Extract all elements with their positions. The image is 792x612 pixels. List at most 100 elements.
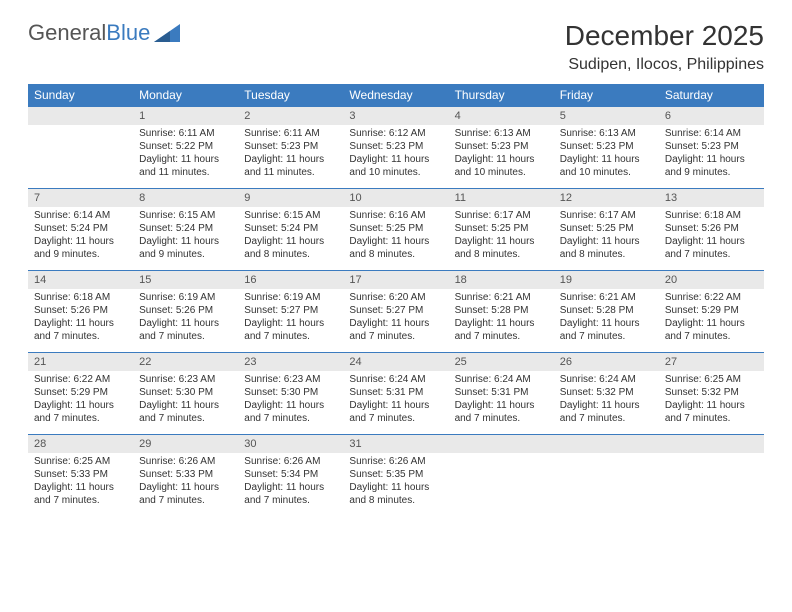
calendar-day-cell xyxy=(659,434,764,516)
sunset-text: Sunset: 5:26 PM xyxy=(34,304,127,317)
day-info: Sunrise: 6:16 AMSunset: 5:25 PMDaylight:… xyxy=(343,207,448,267)
day-number: 20 xyxy=(659,270,764,289)
weekday-header: Saturday xyxy=(659,84,764,106)
day-number: 17 xyxy=(343,270,448,289)
sunrise-text: Sunrise: 6:15 AM xyxy=(244,209,337,222)
sunset-text: Sunset: 5:30 PM xyxy=(244,386,337,399)
daylight-text: Daylight: 11 hours and 8 minutes. xyxy=(560,235,653,261)
weekday-header: Tuesday xyxy=(238,84,343,106)
sunset-text: Sunset: 5:33 PM xyxy=(34,468,127,481)
calendar-day-cell: 9Sunrise: 6:15 AMSunset: 5:24 PMDaylight… xyxy=(238,188,343,270)
day-number: 19 xyxy=(554,270,659,289)
day-number: 6 xyxy=(659,106,764,125)
sunrise-text: Sunrise: 6:23 AM xyxy=(244,373,337,386)
daylight-text: Daylight: 11 hours and 9 minutes. xyxy=(139,235,232,261)
day-info: Sunrise: 6:24 AMSunset: 5:31 PMDaylight:… xyxy=(343,371,448,431)
calendar-day-cell: 6Sunrise: 6:14 AMSunset: 5:23 PMDaylight… xyxy=(659,106,764,188)
daylight-text: Daylight: 11 hours and 7 minutes. xyxy=(455,399,548,425)
calendar-day-cell: 26Sunrise: 6:24 AMSunset: 5:32 PMDayligh… xyxy=(554,352,659,434)
day-number: 28 xyxy=(28,434,133,453)
sunrise-text: Sunrise: 6:26 AM xyxy=(244,455,337,468)
day-info: Sunrise: 6:14 AMSunset: 5:23 PMDaylight:… xyxy=(659,125,764,185)
daylight-text: Daylight: 11 hours and 10 minutes. xyxy=(349,153,442,179)
sunrise-text: Sunrise: 6:21 AM xyxy=(560,291,653,304)
sunset-text: Sunset: 5:26 PM xyxy=(665,222,758,235)
sunrise-text: Sunrise: 6:24 AM xyxy=(560,373,653,386)
sunrise-text: Sunrise: 6:24 AM xyxy=(455,373,548,386)
day-number: 11 xyxy=(449,188,554,207)
daylight-text: Daylight: 11 hours and 7 minutes. xyxy=(139,317,232,343)
daylight-text: Daylight: 11 hours and 10 minutes. xyxy=(455,153,548,179)
day-number: 31 xyxy=(343,434,448,453)
sunset-text: Sunset: 5:23 PM xyxy=(349,140,442,153)
sunset-text: Sunset: 5:28 PM xyxy=(455,304,548,317)
weekday-header: Sunday xyxy=(28,84,133,106)
calendar-day-cell: 22Sunrise: 6:23 AMSunset: 5:30 PMDayligh… xyxy=(133,352,238,434)
location: Sudipen, Ilocos, Philippines xyxy=(565,56,764,74)
day-info: Sunrise: 6:26 AMSunset: 5:34 PMDaylight:… xyxy=(238,453,343,513)
daylight-text: Daylight: 11 hours and 7 minutes. xyxy=(244,317,337,343)
logo-text-general: General xyxy=(28,20,106,46)
calendar-day-cell: 7Sunrise: 6:14 AMSunset: 5:24 PMDaylight… xyxy=(28,188,133,270)
sunrise-text: Sunrise: 6:25 AM xyxy=(665,373,758,386)
daylight-text: Daylight: 11 hours and 7 minutes. xyxy=(34,317,127,343)
day-number: 27 xyxy=(659,352,764,371)
calendar-day-cell: 15Sunrise: 6:19 AMSunset: 5:26 PMDayligh… xyxy=(133,270,238,352)
day-info: Sunrise: 6:19 AMSunset: 5:26 PMDaylight:… xyxy=(133,289,238,349)
day-info: Sunrise: 6:15 AMSunset: 5:24 PMDaylight:… xyxy=(133,207,238,267)
calendar-day-cell: 30Sunrise: 6:26 AMSunset: 5:34 PMDayligh… xyxy=(238,434,343,516)
day-number: 16 xyxy=(238,270,343,289)
daylight-text: Daylight: 11 hours and 9 minutes. xyxy=(665,153,758,179)
day-info: Sunrise: 6:12 AMSunset: 5:23 PMDaylight:… xyxy=(343,125,448,185)
day-info: Sunrise: 6:15 AMSunset: 5:24 PMDaylight:… xyxy=(238,207,343,267)
daylight-text: Daylight: 11 hours and 7 minutes. xyxy=(349,399,442,425)
day-number xyxy=(449,434,554,453)
sunset-text: Sunset: 5:23 PM xyxy=(244,140,337,153)
daylight-text: Daylight: 11 hours and 9 minutes. xyxy=(34,235,127,261)
day-info: Sunrise: 6:22 AMSunset: 5:29 PMDaylight:… xyxy=(28,371,133,431)
sunset-text: Sunset: 5:35 PM xyxy=(349,468,442,481)
day-number: 2 xyxy=(238,106,343,125)
daylight-text: Daylight: 11 hours and 8 minutes. xyxy=(455,235,548,261)
calendar-day-cell: 17Sunrise: 6:20 AMSunset: 5:27 PMDayligh… xyxy=(343,270,448,352)
sunset-text: Sunset: 5:29 PM xyxy=(34,386,127,399)
calendar-day-cell: 8Sunrise: 6:15 AMSunset: 5:24 PMDaylight… xyxy=(133,188,238,270)
sunrise-text: Sunrise: 6:19 AM xyxy=(244,291,337,304)
sunset-text: Sunset: 5:26 PM xyxy=(139,304,232,317)
sunrise-text: Sunrise: 6:17 AM xyxy=(560,209,653,222)
sunrise-text: Sunrise: 6:11 AM xyxy=(139,127,232,140)
calendar-week-row: 1Sunrise: 6:11 AMSunset: 5:22 PMDaylight… xyxy=(28,106,764,188)
day-info: Sunrise: 6:24 AMSunset: 5:31 PMDaylight:… xyxy=(449,371,554,431)
sunset-text: Sunset: 5:23 PM xyxy=(455,140,548,153)
day-info: Sunrise: 6:13 AMSunset: 5:23 PMDaylight:… xyxy=(554,125,659,185)
daylight-text: Daylight: 11 hours and 7 minutes. xyxy=(139,399,232,425)
daylight-text: Daylight: 11 hours and 7 minutes. xyxy=(560,399,653,425)
calendar-day-cell: 23Sunrise: 6:23 AMSunset: 5:30 PMDayligh… xyxy=(238,352,343,434)
daylight-text: Daylight: 11 hours and 7 minutes. xyxy=(560,317,653,343)
calendar-day-cell: 4Sunrise: 6:13 AMSunset: 5:23 PMDaylight… xyxy=(449,106,554,188)
day-number: 8 xyxy=(133,188,238,207)
logo-triangle-icon xyxy=(154,24,180,42)
weekday-header-row: Sunday Monday Tuesday Wednesday Thursday… xyxy=(28,84,764,106)
day-number: 29 xyxy=(133,434,238,453)
day-number: 7 xyxy=(28,188,133,207)
day-number: 1 xyxy=(133,106,238,125)
sunset-text: Sunset: 5:32 PM xyxy=(665,386,758,399)
day-info: Sunrise: 6:23 AMSunset: 5:30 PMDaylight:… xyxy=(238,371,343,431)
daylight-text: Daylight: 11 hours and 7 minutes. xyxy=(139,481,232,507)
logo: GeneralBlue xyxy=(28,20,180,46)
day-number: 14 xyxy=(28,270,133,289)
sunrise-text: Sunrise: 6:23 AM xyxy=(139,373,232,386)
day-number: 30 xyxy=(238,434,343,453)
title-block: December 2025 Sudipen, Ilocos, Philippin… xyxy=(565,20,764,74)
day-number: 23 xyxy=(238,352,343,371)
calendar-day-cell: 16Sunrise: 6:19 AMSunset: 5:27 PMDayligh… xyxy=(238,270,343,352)
day-number: 10 xyxy=(343,188,448,207)
day-info: Sunrise: 6:20 AMSunset: 5:27 PMDaylight:… xyxy=(343,289,448,349)
sunset-text: Sunset: 5:31 PM xyxy=(349,386,442,399)
sunrise-text: Sunrise: 6:13 AM xyxy=(455,127,548,140)
calendar-day-cell: 27Sunrise: 6:25 AMSunset: 5:32 PMDayligh… xyxy=(659,352,764,434)
calendar-day-cell: 29Sunrise: 6:26 AMSunset: 5:33 PMDayligh… xyxy=(133,434,238,516)
day-number: 15 xyxy=(133,270,238,289)
day-info: Sunrise: 6:19 AMSunset: 5:27 PMDaylight:… xyxy=(238,289,343,349)
